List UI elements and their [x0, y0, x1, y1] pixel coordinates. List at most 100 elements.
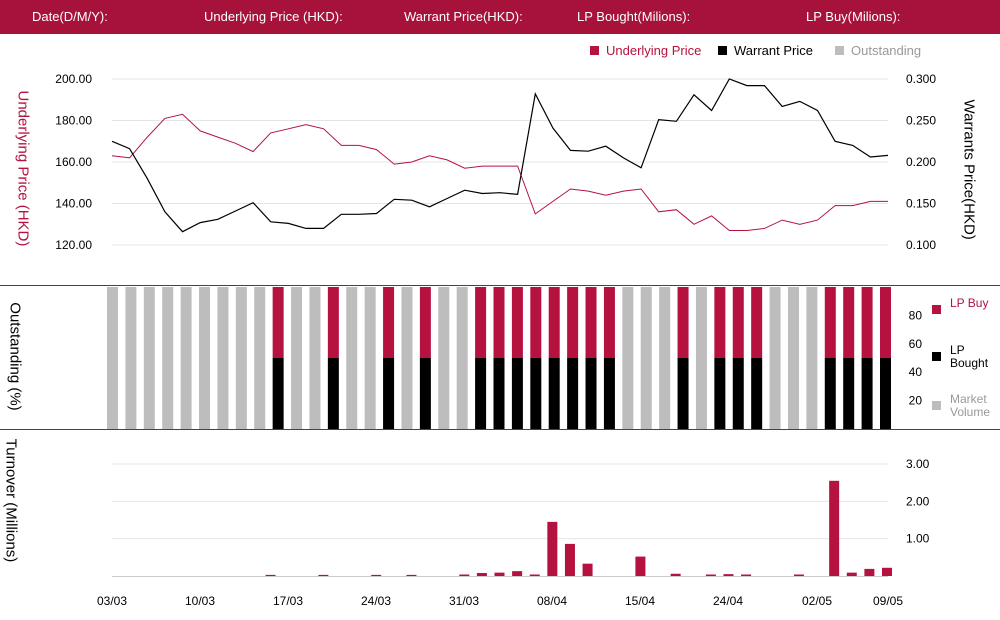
legend-market-volume[interactable]: Market Volume: [932, 393, 1000, 419]
market-volume-bar: [401, 287, 413, 429]
header-bar: Date(D/M/Y): Underlying Price (HKD): War…: [0, 0, 1000, 34]
lp-bought-bar: [751, 287, 763, 358]
lp-bought-bar: [677, 287, 689, 358]
market-volume-bar: [787, 287, 799, 429]
lp-bought-bar: [714, 287, 726, 358]
lp-bought-bar: [732, 287, 744, 358]
x-tick-label: 10/03: [185, 594, 215, 608]
turnover-bar: [670, 573, 681, 576]
warrant-tick-label: 0.300: [906, 72, 936, 86]
turnover-bar: [705, 574, 716, 576]
x-tick-label: 24/03: [361, 594, 391, 608]
legend-underlying[interactable]: Underlying Price: [590, 43, 701, 58]
lp-bought-bar: [511, 287, 523, 358]
turnover-bar: [406, 574, 417, 576]
turnover-bar: [564, 543, 575, 576]
warrant-tick-label: 0.250: [906, 114, 936, 128]
lp-bought-bar: [419, 287, 431, 358]
x-tick-label: 24/04: [713, 594, 743, 608]
underlying-tick-label: 180.00: [55, 114, 92, 128]
lp-buy-bar: [383, 358, 395, 429]
header-underlying-label: Underlying Price (HKD):: [204, 9, 343, 24]
lp-buy-bar: [327, 358, 339, 429]
lp-buy-bar: [880, 358, 891, 429]
x-tick-label: 15/04: [625, 594, 655, 608]
lp-bought-bar: [843, 287, 855, 358]
lp-buy-bar: [732, 358, 744, 429]
market-volume-bar: [125, 287, 137, 429]
turnover-bar: [723, 574, 734, 576]
turnover-bar: [582, 563, 593, 576]
outstanding-tick-label: 60: [909, 337, 923, 351]
legend-warrant[interactable]: Warrant Price: [718, 43, 813, 58]
lp-buy-bar: [824, 358, 836, 429]
header-warrant-label: Warrant Price(HKD):: [404, 9, 523, 24]
market-volume-bar: [254, 287, 266, 429]
market-volume-bar: [659, 287, 671, 429]
outstanding-tick-label: 40: [909, 365, 923, 379]
lp-buy-bar: [567, 358, 579, 429]
lp-bought-bar: [880, 287, 891, 358]
underlying-tick-label: 120.00: [55, 238, 92, 252]
turnover-bar: [476, 573, 487, 576]
x-tick-label: 02/05: [802, 594, 832, 608]
outstanding-tick-label: 80: [909, 308, 923, 322]
market-volume-bar: [456, 287, 468, 429]
lp-buy-bar: [272, 358, 284, 429]
legend-lp-bought[interactable]: LP Buy: [932, 297, 988, 314]
x-tick-label: 08/04: [537, 594, 567, 608]
lp-buy-bar: [585, 358, 597, 429]
underlying-tick-label: 160.00: [55, 155, 92, 169]
market-volume-bar: [364, 287, 376, 429]
turnover-bar: [265, 574, 276, 576]
turnover-bar: [318, 574, 329, 576]
turnover-tick-label: 2.00: [906, 494, 930, 508]
turnover-tick-label: 1.00: [906, 532, 930, 546]
market-volume-bar: [291, 287, 303, 429]
market-volume-bar: [235, 287, 247, 429]
lp-bought-bar: [475, 287, 487, 358]
market-volume-bar: [309, 287, 321, 429]
market-volume-bar: [640, 287, 652, 429]
lp-bought-bar: [861, 287, 873, 358]
turnover-bar: [547, 521, 558, 576]
lp-buy-bar: [677, 358, 689, 429]
warrant-tick-label: 0.100: [906, 238, 936, 252]
lp-bought-bar: [567, 287, 579, 358]
turnover-bar: [829, 480, 840, 576]
turnover-bar: [459, 574, 470, 576]
turnover-bar: [371, 574, 382, 576]
lp-bought-bar: [603, 287, 615, 358]
lp-buy-bar: [861, 358, 873, 429]
legend-lp-buy[interactable]: LP Bought: [932, 344, 1000, 370]
lp-buy-bar: [530, 358, 542, 429]
turnover-bar: [512, 571, 523, 576]
x-tick-label: 31/03: [449, 594, 479, 608]
lp-bought-bar: [272, 287, 284, 358]
market-volume-bar: [769, 287, 781, 429]
turnover-bar: [846, 572, 857, 576]
lp-buy-bar: [843, 358, 855, 429]
warrant-price-line: [111, 78, 889, 233]
lp-buy-bar: [419, 358, 431, 429]
lp-buy-bar: [751, 358, 763, 429]
lp-bought-bar: [824, 287, 836, 358]
lp-bought-bar: [327, 287, 339, 358]
warrant-tick-label: 0.150: [906, 197, 936, 211]
market-volume-bar: [695, 287, 707, 429]
turnover-bar: [635, 556, 646, 576]
underlying-price-line: [111, 113, 888, 231]
market-volume-bar: [622, 287, 634, 429]
market-volume-bar: [180, 287, 192, 429]
turnover-bar: [494, 572, 505, 576]
turnover-bar: [741, 574, 752, 576]
x-tick-label: 09/05: [873, 594, 903, 608]
market-volume-bar: [199, 287, 211, 429]
turnover-bar: [882, 567, 892, 576]
turnover-bar: [864, 568, 875, 576]
legend-outstanding[interactable]: Outstanding: [835, 43, 921, 58]
turnover-bar: [529, 574, 540, 576]
lp-bought-bar: [383, 287, 395, 358]
lp-buy-bar: [714, 358, 726, 429]
